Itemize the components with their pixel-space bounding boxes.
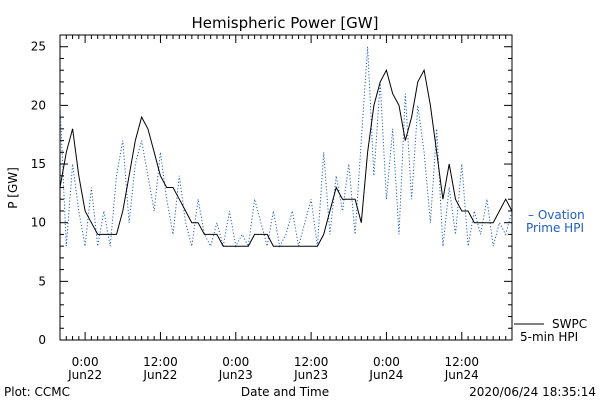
ovation-prime-hpi-line (59, 46, 513, 248)
x-tick-label-time: 12:00 (294, 355, 329, 369)
x-axis: 0:00Jun2212:00Jun220:00Jun2312:00Jun230:… (59, 35, 513, 382)
legend-swpc-line1: SWPC (552, 317, 587, 331)
x-axis-label: Date and Time (241, 385, 329, 399)
y-tick-label: 15 (31, 157, 46, 171)
x-tick-label-time: 0:00 (373, 355, 400, 369)
plot-frame (59, 34, 513, 341)
legend-ovation-line1: – Ovation (528, 208, 585, 222)
y-tick-label: 25 (31, 40, 46, 54)
y-tick-label: 5 (38, 274, 46, 288)
x-tick-label-time: 0:00 (222, 355, 249, 369)
x-tick-label-date: Jun22 (67, 368, 102, 382)
swpc-5-min-hpi-line (59, 68, 513, 247)
x-tick-label-time: 12:00 (143, 355, 178, 369)
plot-timestamp: 2020/06/24 18:35:14 (469, 385, 596, 399)
x-tick-label-date: Jun23 (293, 368, 328, 382)
x-tick-label-date: Jun23 (218, 368, 253, 382)
y-axis-label: P [GW] (6, 167, 20, 209)
x-tick-label-date: Jun24 (368, 368, 403, 382)
x-tick-label-time: 0:00 (72, 355, 99, 369)
legend-swpc: SWPC 5-min HPI (514, 317, 587, 344)
legend-ovation-line2: Prime HPI (526, 221, 584, 235)
y-axis: 0 5 10 15 20 25 (31, 34, 512, 347)
legend-swpc-line2: 5-min HPI (520, 330, 578, 344)
x-tick-label-time: 12:00 (444, 355, 479, 369)
y-tick-label: 0 (38, 333, 46, 347)
series-layer (59, 46, 513, 248)
y-tick-label: 20 (31, 98, 46, 112)
chart-title: Hemispheric Power [GW] (192, 14, 379, 32)
y-tick-label: 10 (31, 216, 46, 230)
x-tick-label-date: Jun24 (444, 368, 479, 382)
x-tick-label-date: Jun22 (142, 368, 177, 382)
plot-credit: Plot: CCMC (4, 385, 70, 399)
legend-ovation: – Ovation Prime HPI (526, 208, 585, 235)
